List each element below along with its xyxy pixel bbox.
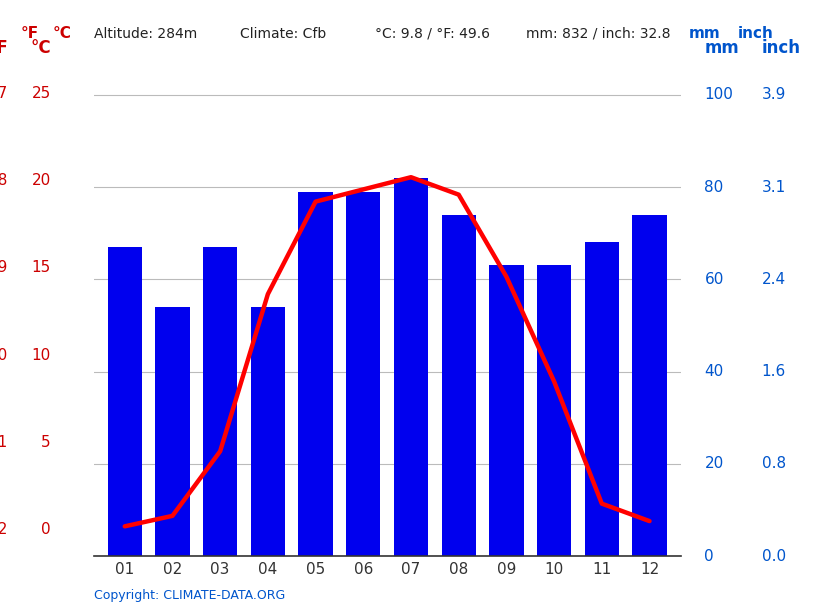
Text: °F: °F <box>0 40 8 57</box>
Bar <box>156 307 190 556</box>
Bar <box>537 266 571 556</box>
Text: 59: 59 <box>0 260 8 276</box>
Text: mm: mm <box>704 40 739 57</box>
Bar <box>346 192 381 556</box>
Text: inch: inch <box>762 40 800 57</box>
Text: 3.9: 3.9 <box>762 87 786 103</box>
Text: 25: 25 <box>32 86 51 101</box>
Text: 40: 40 <box>704 364 724 379</box>
Text: 15: 15 <box>32 260 51 276</box>
Bar <box>584 243 619 556</box>
Text: Copyright: CLIMATE-DATA.ORG: Copyright: CLIMATE-DATA.ORG <box>94 589 285 602</box>
Text: 20: 20 <box>32 173 51 188</box>
Text: inch: inch <box>738 26 773 41</box>
Text: 100: 100 <box>704 87 734 103</box>
Text: Climate: Cfb: Climate: Cfb <box>240 27 327 40</box>
Text: 10: 10 <box>32 348 51 363</box>
Text: 77: 77 <box>0 86 8 101</box>
Bar <box>203 247 237 556</box>
Text: mm: mm <box>689 26 720 41</box>
Text: mm: 832 / inch: 32.8: mm: 832 / inch: 32.8 <box>526 27 670 40</box>
Text: 68: 68 <box>0 173 8 188</box>
Bar <box>489 266 523 556</box>
Text: 1.6: 1.6 <box>762 364 786 379</box>
Bar <box>632 215 667 556</box>
Bar <box>394 178 428 556</box>
Text: 41: 41 <box>0 435 8 450</box>
Text: 32: 32 <box>0 522 8 537</box>
Text: 60: 60 <box>704 272 724 287</box>
Text: 20: 20 <box>704 456 724 471</box>
Text: 0.8: 0.8 <box>762 456 786 471</box>
Text: 50: 50 <box>0 348 8 363</box>
Text: 0: 0 <box>42 522 51 537</box>
Text: 80: 80 <box>704 180 724 195</box>
Text: °C: 9.8 / °F: 49.6: °C: 9.8 / °F: 49.6 <box>375 27 490 40</box>
Bar <box>108 247 142 556</box>
Bar <box>298 192 333 556</box>
Text: 3.1: 3.1 <box>762 180 786 195</box>
Text: °C: °C <box>53 26 72 41</box>
Text: 5: 5 <box>42 435 51 450</box>
Text: °F: °F <box>20 26 38 41</box>
Text: Altitude: 284m: Altitude: 284m <box>94 27 197 40</box>
Text: 0.0: 0.0 <box>762 549 786 563</box>
Text: 2.4: 2.4 <box>762 272 786 287</box>
Bar <box>251 307 285 556</box>
Bar <box>442 215 476 556</box>
Text: °C: °C <box>30 40 51 57</box>
Text: 0: 0 <box>704 549 714 563</box>
